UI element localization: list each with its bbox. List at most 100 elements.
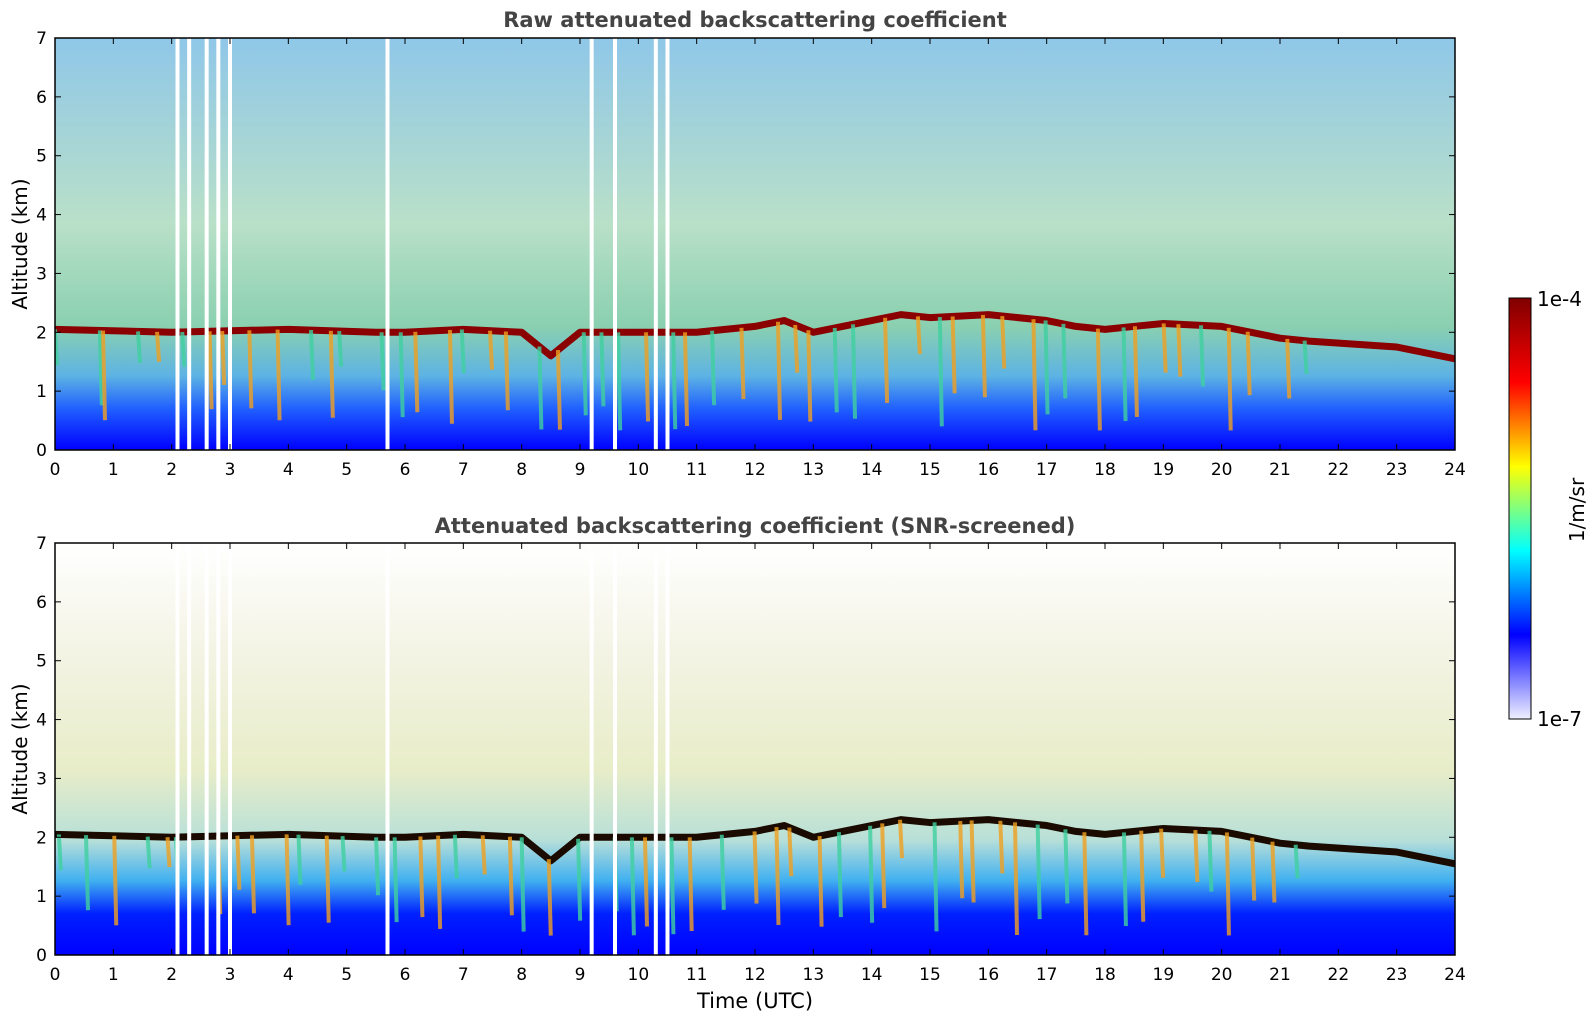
colorbar-max-label: 1e-4 — [1537, 287, 1582, 311]
colorbar: 1e-4 1e-7 1/m/sr — [1508, 287, 1589, 731]
y-tick-label: 3 — [36, 264, 47, 284]
virga-streak — [969, 820, 976, 903]
data-gap — [665, 543, 670, 955]
virga-streak — [787, 827, 794, 877]
panel-raw-x-axis: 0 1 2 3 4 5 6 7 8 9 10 11 12 13 14 15 16 17 18 19 20 21 22 23 24 — [50, 38, 1466, 480]
virga-streak — [1159, 828, 1166, 878]
y-tick-label: 6 — [36, 593, 47, 613]
x-tick-label: 18 — [1094, 460, 1116, 480]
virga-streak — [1012, 822, 1019, 936]
virga-streak — [880, 823, 887, 909]
x-tick-label: 19 — [1153, 965, 1175, 985]
virga-streak — [1193, 829, 1200, 883]
virga-streak — [1061, 323, 1068, 399]
y-tick-label: 0 — [36, 441, 47, 461]
data-gap — [385, 38, 390, 450]
virga-streak — [1199, 325, 1206, 387]
virga-streak — [101, 330, 108, 421]
virga-streak — [136, 331, 143, 364]
virga-streak — [379, 332, 386, 391]
virga-streak — [84, 835, 91, 911]
virga-streak — [488, 330, 495, 370]
y-tick-label: 1 — [36, 382, 47, 402]
x-tick-label: 6 — [400, 965, 411, 985]
virga-streak — [719, 834, 726, 910]
data-gap — [216, 543, 221, 955]
x-tick-label: 0 — [50, 460, 61, 480]
virga-streak — [1035, 824, 1042, 920]
virga-streak — [392, 837, 399, 923]
virga-streak — [775, 321, 782, 420]
virga-streak — [507, 836, 514, 916]
virga-streak — [752, 831, 759, 904]
x-tick-label: 15 — [919, 460, 941, 480]
x-tick-label: 13 — [803, 460, 825, 480]
virga-streak — [324, 835, 331, 923]
data-gap — [175, 38, 180, 450]
y-tick-label: 0 — [36, 946, 47, 966]
x-tick-label: 15 — [919, 965, 941, 985]
cloud-layer-line — [55, 816, 1455, 868]
virga-streak — [165, 837, 172, 868]
virga-streak — [519, 837, 526, 932]
x-tick-label: 9 — [575, 965, 586, 985]
virga-streak — [950, 316, 957, 394]
virga-streak — [932, 822, 939, 932]
virga-streak — [937, 317, 944, 427]
x-tick-label: 8 — [516, 460, 527, 480]
virga-streak — [1226, 327, 1233, 431]
data-gap — [613, 543, 617, 955]
x-tick-label: 7 — [458, 460, 469, 480]
virga-streak — [537, 346, 544, 430]
data-gap — [216, 38, 221, 450]
virga-streak — [883, 317, 890, 403]
virga-streak — [447, 329, 454, 424]
panel-raw-heatmap — [55, 38, 1455, 450]
panel-raw-ylabel: Altitude (km) — [8, 178, 32, 309]
x-tick-label: 11 — [686, 460, 708, 480]
virga-streak — [671, 332, 678, 430]
data-gap — [187, 543, 192, 955]
virga-streak — [1139, 830, 1146, 922]
x-tick-label: 0 — [50, 965, 61, 985]
virga-streak — [836, 832, 843, 918]
virga-streak — [249, 835, 256, 914]
x-tick-label: 24 — [1444, 965, 1466, 985]
virga-streak — [112, 835, 119, 926]
x-tick-label: 18 — [1094, 965, 1116, 985]
virga-streak — [806, 330, 813, 422]
data-gap — [653, 38, 658, 450]
virga-streak — [1121, 327, 1128, 422]
panel-raw-y-axis: 0 1 2 3 4 5 6 7 — [36, 29, 1455, 461]
virga-streak — [616, 332, 623, 431]
panel-raw: Raw attenuated backscattering coefficien… — [8, 8, 1466, 480]
panel-screened-xlabel: Time (UTC) — [696, 989, 813, 1013]
virga-streak — [418, 836, 425, 918]
virga-streak — [1293, 844, 1300, 879]
x-tick-label: 12 — [744, 965, 766, 985]
data-gap — [204, 543, 209, 955]
y-tick-label: 4 — [36, 206, 47, 226]
data-gap — [653, 543, 658, 955]
x-tick-label: 17 — [1036, 460, 1058, 480]
virga-streak — [1207, 830, 1214, 892]
colorbar-unit-label: 1/m/sr — [1565, 477, 1589, 542]
virga-streak — [296, 834, 303, 885]
virga-streak — [155, 331, 162, 362]
virga-streak — [328, 330, 335, 418]
x-tick-label: 3 — [225, 460, 236, 480]
x-tick-label: 2 — [166, 965, 177, 985]
virga-streak — [436, 835, 443, 929]
virga-streak — [851, 324, 858, 419]
x-tick-label: 20 — [1211, 460, 1233, 480]
x-tick-label: 3 — [225, 965, 236, 985]
virga-streak — [958, 820, 965, 899]
x-tick-label: 17 — [1036, 965, 1058, 985]
virga-streak — [643, 837, 649, 927]
virga-streak — [459, 329, 466, 374]
x-tick-label: 19 — [1153, 460, 1175, 480]
x-tick-label: 5 — [341, 965, 352, 985]
colorbar-min-label: 1e-7 — [1537, 707, 1582, 731]
virga-streak — [998, 820, 1005, 874]
data-gap — [204, 38, 209, 450]
